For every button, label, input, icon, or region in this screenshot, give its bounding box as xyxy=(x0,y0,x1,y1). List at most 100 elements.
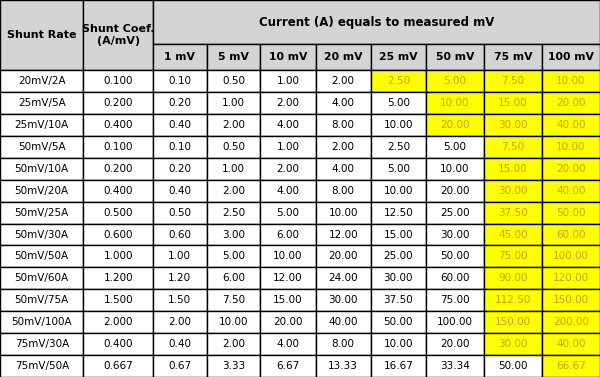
Text: 4.00: 4.00 xyxy=(332,98,355,108)
Bar xyxy=(260,224,316,245)
Bar xyxy=(0,224,83,245)
Text: 50mV/100A: 50mV/100A xyxy=(11,317,72,327)
Text: 20 mV: 20 mV xyxy=(324,52,362,62)
Bar xyxy=(316,180,371,202)
Text: 2.000: 2.000 xyxy=(103,317,133,327)
Text: 75.00: 75.00 xyxy=(498,251,528,261)
Text: 2.00: 2.00 xyxy=(222,339,245,349)
Text: 0.100: 0.100 xyxy=(103,76,133,86)
Text: 10.00: 10.00 xyxy=(440,164,470,174)
Text: 10.00: 10.00 xyxy=(556,142,586,152)
Bar xyxy=(316,224,371,245)
Text: 0.400: 0.400 xyxy=(103,120,133,130)
Text: 30.00: 30.00 xyxy=(440,230,470,239)
Bar xyxy=(206,355,260,377)
Text: 112.50: 112.50 xyxy=(495,295,531,305)
Bar xyxy=(260,311,316,333)
Text: 50mV/20A: 50mV/20A xyxy=(14,186,69,196)
Text: 30.00: 30.00 xyxy=(328,295,358,305)
Text: 7.50: 7.50 xyxy=(502,142,524,152)
Text: 37.50: 37.50 xyxy=(383,295,413,305)
Bar xyxy=(484,245,542,267)
Bar xyxy=(316,158,371,180)
Bar xyxy=(426,355,484,377)
Bar xyxy=(426,92,484,114)
Text: 5.00: 5.00 xyxy=(222,251,245,261)
Bar xyxy=(316,333,371,355)
Bar xyxy=(206,289,260,311)
Text: 6.00: 6.00 xyxy=(277,230,299,239)
Text: 0.500: 0.500 xyxy=(103,208,133,218)
Bar xyxy=(371,180,426,202)
Bar xyxy=(542,92,600,114)
Text: 50mV/50A: 50mV/50A xyxy=(14,251,69,261)
Text: 120.00: 120.00 xyxy=(553,273,589,284)
Bar xyxy=(153,355,206,377)
Bar xyxy=(371,311,426,333)
Text: 1.00: 1.00 xyxy=(277,142,299,152)
Bar xyxy=(371,333,426,355)
Bar xyxy=(316,44,371,70)
Bar xyxy=(153,267,206,289)
Bar xyxy=(316,202,371,224)
Bar xyxy=(426,245,484,267)
Text: 2.50: 2.50 xyxy=(387,76,410,86)
Text: 20.00: 20.00 xyxy=(556,164,586,174)
Text: 12.50: 12.50 xyxy=(383,208,413,218)
Text: 25.00: 25.00 xyxy=(440,208,470,218)
Text: 0.400: 0.400 xyxy=(103,339,133,349)
Bar xyxy=(206,224,260,245)
Bar xyxy=(0,311,83,333)
Bar xyxy=(484,136,542,158)
Bar xyxy=(542,355,600,377)
Bar xyxy=(484,333,542,355)
Text: 5.00: 5.00 xyxy=(387,164,410,174)
Bar xyxy=(371,136,426,158)
Bar xyxy=(0,355,83,377)
Bar xyxy=(153,136,206,158)
Bar xyxy=(0,0,83,70)
Bar xyxy=(542,224,600,245)
Text: 40.00: 40.00 xyxy=(556,339,586,349)
Bar xyxy=(484,180,542,202)
Bar xyxy=(260,245,316,267)
Bar xyxy=(83,311,153,333)
Bar xyxy=(371,158,426,180)
Text: 16.67: 16.67 xyxy=(383,361,413,371)
Text: 13.33: 13.33 xyxy=(328,361,358,371)
Text: 0.10: 0.10 xyxy=(168,142,191,152)
Text: 1.00: 1.00 xyxy=(277,76,299,86)
Bar xyxy=(153,92,206,114)
Bar xyxy=(83,158,153,180)
Bar xyxy=(83,0,153,70)
Bar xyxy=(206,92,260,114)
Text: 5.00: 5.00 xyxy=(387,98,410,108)
Text: 0.50: 0.50 xyxy=(222,76,245,86)
Text: 10.00: 10.00 xyxy=(273,251,303,261)
Text: 10.00: 10.00 xyxy=(440,98,470,108)
Bar xyxy=(260,267,316,289)
Bar xyxy=(316,267,371,289)
Text: 20.00: 20.00 xyxy=(328,251,358,261)
Bar xyxy=(83,136,153,158)
Bar xyxy=(260,355,316,377)
Bar xyxy=(206,136,260,158)
Bar xyxy=(542,158,600,180)
Text: 50.00: 50.00 xyxy=(440,251,470,261)
Text: 40.00: 40.00 xyxy=(556,120,586,130)
Bar xyxy=(260,114,316,136)
Text: 1.50: 1.50 xyxy=(168,295,191,305)
Bar xyxy=(153,44,206,70)
Text: 20mV/2A: 20mV/2A xyxy=(18,76,65,86)
Bar xyxy=(316,289,371,311)
Text: 50mV/5A: 50mV/5A xyxy=(18,142,65,152)
Text: 50mV/10A: 50mV/10A xyxy=(14,164,69,174)
Text: 100.00: 100.00 xyxy=(553,251,589,261)
Text: 4.00: 4.00 xyxy=(277,339,299,349)
Text: 100.00: 100.00 xyxy=(437,317,473,327)
Bar xyxy=(542,136,600,158)
Text: 25 mV: 25 mV xyxy=(379,52,418,62)
Bar xyxy=(426,70,484,92)
Text: 50.00: 50.00 xyxy=(498,361,528,371)
Bar xyxy=(426,202,484,224)
